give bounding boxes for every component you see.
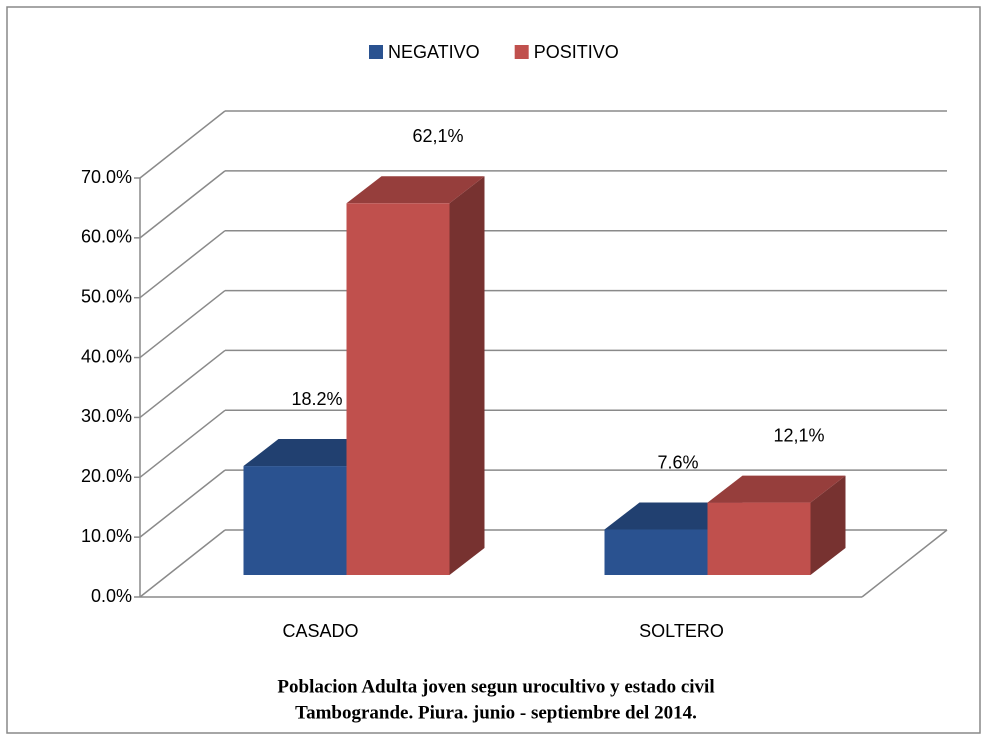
bar-top — [346, 176, 485, 204]
value-label: 7.6% — [657, 452, 698, 472]
bar-front — [243, 466, 347, 575]
legend-swatch — [514, 45, 529, 59]
grid-line — [139, 349, 226, 419]
x-tick-label: SOLTERO — [639, 621, 724, 641]
caption-line: Poblacion Adulta joven segun urocultivo … — [277, 676, 714, 697]
floor-edge — [861, 529, 948, 598]
grid-line — [139, 529, 226, 598]
x-tick-label: CASADO — [282, 621, 358, 641]
y-tick-label: 40.0% — [81, 346, 132, 366]
grid-line — [139, 409, 226, 478]
bar-side — [810, 475, 846, 575]
grid-line — [139, 230, 226, 299]
value-label: 18.2% — [291, 389, 342, 409]
y-tick-label: 70.0% — [81, 167, 132, 187]
bar-front — [604, 529, 708, 575]
y-tick-label: 60.0% — [81, 227, 132, 247]
grid-line — [139, 469, 226, 538]
bar-front — [346, 203, 450, 575]
grid-line — [139, 110, 226, 179]
value-label: 12,1% — [773, 425, 824, 445]
y-tick-label: 50.0% — [81, 286, 132, 306]
y-tick-label: 10.0% — [81, 526, 132, 546]
bar-side — [449, 176, 485, 575]
bar — [707, 475, 846, 575]
frame — [6, 6, 981, 734]
caption-line: Tambogrande. Piura. junio - septiembre d… — [295, 702, 697, 723]
legend-swatch — [369, 45, 383, 59]
y-tick-label: 0.0% — [91, 586, 132, 606]
bar-front — [707, 502, 811, 575]
y-tick-label: 20.0% — [81, 466, 132, 486]
y-tick-label: 30.0% — [81, 406, 132, 426]
bar-top — [707, 475, 846, 503]
legend-label: POSITIVO — [534, 42, 619, 62]
value-label: 62,1% — [412, 126, 463, 146]
grid-line — [139, 170, 226, 239]
legend-label: NEGATIVO — [388, 42, 480, 62]
bar — [346, 176, 485, 575]
grid-line — [139, 289, 226, 359]
